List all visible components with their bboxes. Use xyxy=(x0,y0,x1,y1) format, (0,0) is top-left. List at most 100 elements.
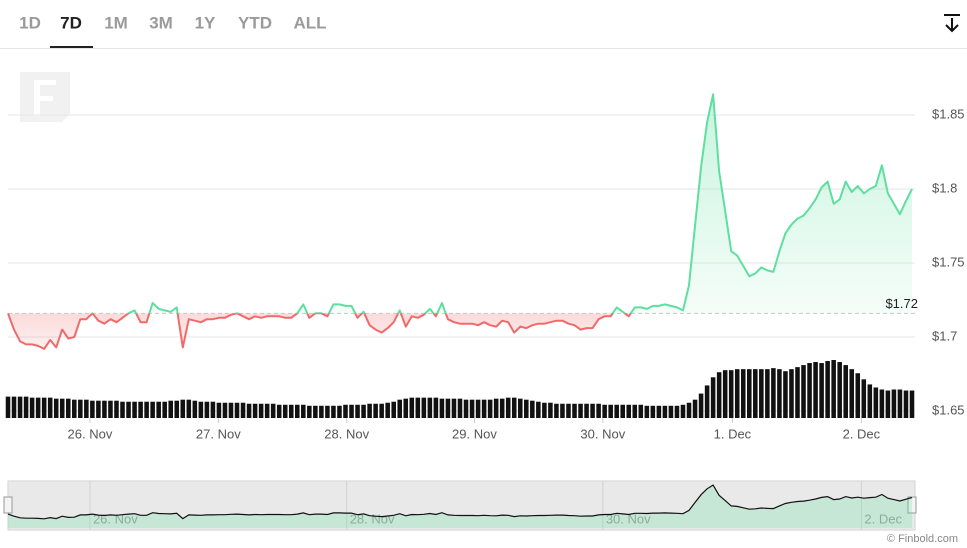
volume-bar xyxy=(873,387,879,418)
volume-bar xyxy=(903,390,909,418)
volume-bar xyxy=(505,397,511,418)
volume-bar xyxy=(282,404,288,418)
y-tick-label: $1.75 xyxy=(932,254,965,269)
volume-bar xyxy=(885,390,891,418)
range-tab[interactable]: 3M xyxy=(149,13,173,32)
navigator-tick-label: 30. Nov xyxy=(606,511,651,526)
volume-bar xyxy=(35,397,41,418)
volume-bar xyxy=(108,400,113,418)
volume-bar xyxy=(445,398,451,418)
volume-bar xyxy=(680,404,686,418)
volume-bar xyxy=(608,404,613,418)
volume-bar xyxy=(288,404,294,418)
volume-bar xyxy=(234,402,240,418)
navigator-tick-label: 28. Nov xyxy=(350,511,395,526)
volume-bar xyxy=(861,379,867,418)
x-tick-label: 26. Nov xyxy=(68,426,113,441)
range-tab[interactable]: 1Y xyxy=(195,13,216,32)
range-tab[interactable]: 1M xyxy=(104,13,128,32)
volume-bar xyxy=(457,398,463,418)
volume-bar xyxy=(23,396,29,418)
volume-bar xyxy=(90,400,95,418)
volume-bar xyxy=(415,397,421,418)
volume-bar xyxy=(180,399,186,418)
volume-bar xyxy=(626,404,632,418)
volume-bar xyxy=(475,399,481,418)
range-tab[interactable]: ALL xyxy=(293,13,326,32)
volume-bar xyxy=(554,403,559,418)
volume-bar xyxy=(765,369,770,418)
volume-bar xyxy=(704,385,710,418)
volume-bar xyxy=(596,403,601,418)
volume-bar xyxy=(301,404,306,418)
volume-bar xyxy=(313,405,318,418)
volume-bar xyxy=(150,401,155,418)
volume-bar xyxy=(385,402,390,418)
volume-bar xyxy=(29,397,35,418)
volume-bar xyxy=(391,401,396,418)
volume-bar xyxy=(855,373,861,418)
volume-bar xyxy=(240,402,246,418)
volume-bar xyxy=(258,403,264,418)
volume-bar xyxy=(246,403,252,418)
volume-bar xyxy=(542,402,547,418)
volume-bar xyxy=(789,369,794,418)
x-tick-label: 2. Dec xyxy=(843,426,881,441)
volume-bar xyxy=(162,401,167,418)
volume-bar xyxy=(728,370,734,418)
volume-bar xyxy=(47,397,53,418)
volume-bar xyxy=(120,401,125,418)
volume-bar xyxy=(397,399,403,418)
volume-bar xyxy=(307,405,312,418)
volume-bar xyxy=(463,399,469,418)
volume-bar xyxy=(276,404,282,418)
navigator-tick-label: 2. Dec xyxy=(864,511,902,526)
volume-bar xyxy=(186,399,192,418)
volume-bar xyxy=(747,369,752,418)
range-tab[interactable]: YTD xyxy=(238,13,272,32)
volume-bar xyxy=(481,399,487,418)
volume-bar xyxy=(578,403,583,418)
volume-bar xyxy=(837,362,842,418)
volume-bar xyxy=(126,401,131,418)
navigator-line xyxy=(7,484,913,520)
volume-bar xyxy=(644,405,650,418)
volume-bar xyxy=(813,362,818,418)
watermark-logo xyxy=(20,72,70,122)
volume-bar xyxy=(710,377,716,418)
volume-bar xyxy=(144,401,149,418)
range-tab[interactable]: 1D xyxy=(19,13,41,32)
volume-bar xyxy=(17,396,23,418)
volume-bar xyxy=(41,397,47,418)
range-tab[interactable]: 7D xyxy=(60,13,82,32)
volume-bar xyxy=(331,405,336,418)
volume-bar xyxy=(632,404,638,418)
navigator-handle[interactable] xyxy=(3,496,13,514)
volume-bar xyxy=(801,365,806,418)
volume-bar xyxy=(843,365,848,418)
volume-bar xyxy=(5,396,11,418)
volume-bar xyxy=(487,399,493,418)
volume-bar xyxy=(337,405,342,418)
volume-bar xyxy=(427,397,433,418)
volume-bar xyxy=(361,404,366,418)
volume-bar xyxy=(493,398,499,418)
volume-bar xyxy=(319,405,324,418)
volume-bar xyxy=(819,363,824,418)
y-tick-label: $1.8 xyxy=(932,180,957,195)
volume-bar xyxy=(879,389,885,418)
volume-bar xyxy=(198,401,204,418)
volume-bar xyxy=(807,363,812,418)
volume-bar xyxy=(590,403,595,418)
volume-bar xyxy=(638,404,644,418)
volume-bar xyxy=(897,389,903,418)
volume-bar xyxy=(716,372,722,418)
volume-bar xyxy=(343,404,348,418)
volume-bar xyxy=(210,401,216,418)
download-button[interactable] xyxy=(944,14,960,33)
navigator-handle[interactable] xyxy=(907,496,917,514)
volume-bar xyxy=(849,369,855,418)
navigator[interactable]: 26. Nov 28. Nov 30. Nov 2. Dec xyxy=(3,480,917,531)
credit: © Finbold.com xyxy=(887,533,958,545)
